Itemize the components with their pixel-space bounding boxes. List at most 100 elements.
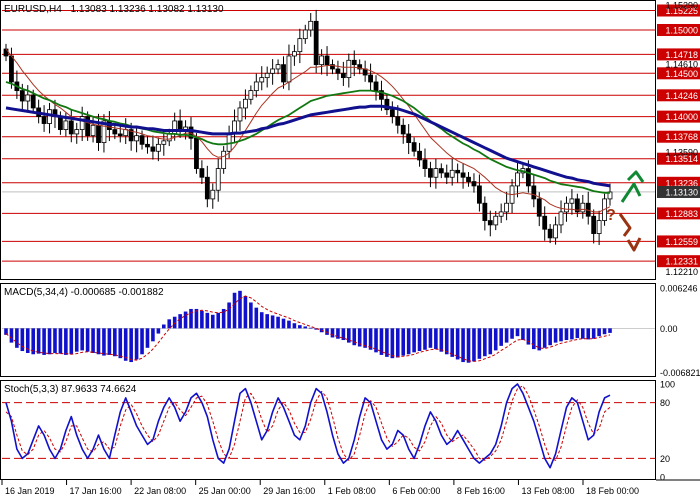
candle-body xyxy=(150,146,156,152)
price-level-label: 1.12559 xyxy=(665,237,698,247)
macd-bar xyxy=(118,328,123,359)
candle-body xyxy=(41,116,47,124)
candle-body xyxy=(30,94,36,109)
macd-bar xyxy=(270,315,275,329)
candle-body xyxy=(259,77,265,83)
price-level-label: 1.13236 xyxy=(665,178,698,188)
candle-body xyxy=(161,140,167,145)
candle-body xyxy=(389,109,395,118)
macd-bar xyxy=(504,328,509,343)
candle-body xyxy=(515,172,520,187)
candle-body xyxy=(96,124,101,143)
candle-body xyxy=(199,168,205,178)
macd-bar xyxy=(559,328,563,342)
macd-bar xyxy=(521,328,525,341)
macd-bar xyxy=(15,328,19,348)
macd-bar xyxy=(53,328,57,353)
candle-body xyxy=(340,72,346,79)
stoch-axis-label: 100 xyxy=(660,380,675,390)
price-level-label: 1.14500 xyxy=(665,69,698,79)
candle-body xyxy=(281,64,286,83)
price-level-label: 1.14246 xyxy=(665,91,698,101)
macd-bar xyxy=(330,328,335,338)
price-level-label: 1.14718 xyxy=(665,50,698,60)
macd-bar xyxy=(553,328,558,343)
stoch-panel-frame xyxy=(0,380,656,480)
macd-bar xyxy=(461,328,465,363)
macd-bar xyxy=(537,328,542,351)
macd-signal-line xyxy=(5,295,611,362)
macd-bar xyxy=(352,328,357,346)
candle-body xyxy=(155,143,161,152)
macd-bar xyxy=(575,328,580,339)
candle-body xyxy=(275,64,281,70)
candle-body xyxy=(237,107,243,122)
candle-body xyxy=(482,202,488,221)
candle-body xyxy=(357,64,363,70)
candle-body xyxy=(215,168,221,191)
macd-bar xyxy=(205,312,210,329)
candle-body xyxy=(112,129,118,135)
candle-body xyxy=(19,90,25,102)
price-level-label: 1.12331 xyxy=(665,257,698,267)
macd-bar xyxy=(140,328,144,355)
candle-body xyxy=(264,72,270,79)
candle-body xyxy=(286,55,292,83)
macd-bar xyxy=(336,328,340,339)
candle-body xyxy=(547,228,553,239)
candle-body xyxy=(553,224,558,239)
price-level-tag xyxy=(657,4,700,17)
time-axis-label: 17 Jan 16:00 xyxy=(70,486,122,496)
macd-bar xyxy=(4,328,8,335)
candle-body xyxy=(128,129,134,142)
macd-bar xyxy=(167,319,172,329)
macd-bar xyxy=(385,328,389,357)
stoch-axis: 100 80 20 0 xyxy=(660,380,675,483)
price-axis-label: 1.12210 xyxy=(665,267,698,277)
stoch-title: Stoch(5,3,3) 87.9633 74.6624 xyxy=(4,384,137,395)
macd-bar xyxy=(444,328,449,355)
candle-body xyxy=(25,94,31,102)
macd-bar xyxy=(314,328,318,330)
candle-body xyxy=(117,133,123,137)
macd-bar xyxy=(156,328,161,334)
macd-bar xyxy=(58,328,63,354)
candle-body xyxy=(574,198,580,213)
macd-bar xyxy=(64,328,68,355)
macd-bar xyxy=(570,328,574,340)
macd-bar xyxy=(134,328,139,360)
macd-bar xyxy=(287,320,291,329)
candle-body xyxy=(177,120,183,131)
macd-bar xyxy=(532,328,536,350)
macd-bar xyxy=(542,328,547,348)
chart-header: EURUSD,H4 1.13083 1.13236 1.13082 1.1313… xyxy=(4,4,224,15)
macd-bar xyxy=(428,328,433,348)
candle-body xyxy=(373,81,379,92)
candle-body xyxy=(210,189,216,200)
macd-bar xyxy=(25,328,30,353)
candle-body xyxy=(438,168,444,174)
candle-body xyxy=(460,172,466,178)
candle-body xyxy=(591,215,597,234)
candle-body xyxy=(302,29,308,40)
candle-body xyxy=(68,120,74,135)
ma-slow-line xyxy=(5,104,611,188)
time-axis-label: 16 Jan 2019 xyxy=(5,486,55,496)
candle-body xyxy=(221,150,227,169)
candle-body xyxy=(471,181,477,187)
macd-bar xyxy=(221,308,226,329)
time-axis-label: 6 Feb 00:00 xyxy=(392,486,440,496)
stoch-axis-label: 20 xyxy=(660,454,670,464)
macd-bar xyxy=(368,328,373,350)
candle-body xyxy=(194,137,199,169)
macd-bar xyxy=(265,314,269,329)
macd-bar xyxy=(129,328,133,363)
price-level-tag xyxy=(657,67,700,80)
macd-bar xyxy=(510,328,514,339)
macd-bar xyxy=(145,328,150,348)
candle-body xyxy=(79,116,85,131)
candle-body xyxy=(270,68,276,74)
candle-body xyxy=(580,202,586,213)
candle-body xyxy=(504,202,510,213)
candle-body xyxy=(487,220,493,226)
